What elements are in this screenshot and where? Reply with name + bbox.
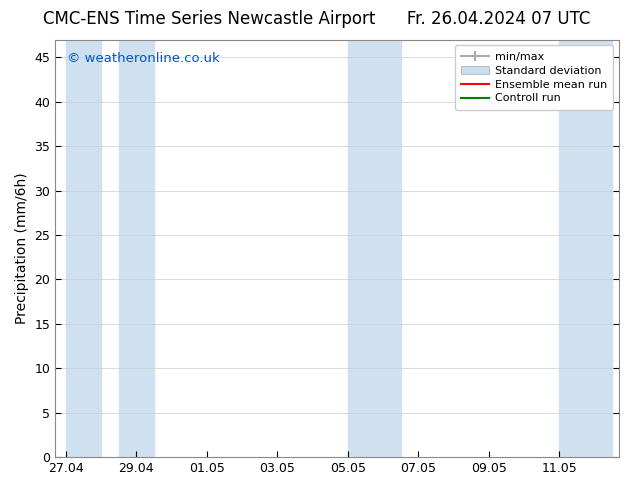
Y-axis label: Precipitation (mm/6h): Precipitation (mm/6h) (15, 172, 29, 324)
Text: CMC-ENS Time Series Newcastle Airport      Fr. 26.04.2024 07 UTC: CMC-ENS Time Series Newcastle Airport Fr… (43, 10, 591, 28)
Legend: min/max, Standard deviation, Ensemble mean run, Controll run: min/max, Standard deviation, Ensemble me… (455, 45, 614, 110)
Bar (66, 40, 101, 457)
Bar (347, 40, 401, 457)
Bar (119, 40, 154, 457)
Text: © weatheronline.co.uk: © weatheronline.co.uk (67, 52, 219, 65)
Bar (559, 40, 612, 457)
